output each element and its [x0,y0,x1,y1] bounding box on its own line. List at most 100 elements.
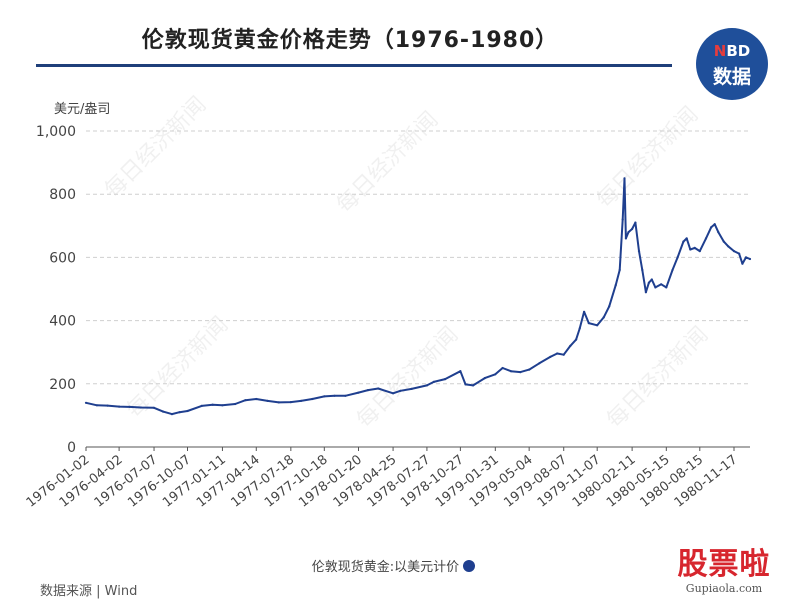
data-point [200,404,203,407]
data-point [637,250,641,253]
data-point [644,291,648,294]
data-point [654,286,657,289]
data-point [634,221,637,224]
data-point [682,240,685,243]
data-point [377,387,380,390]
data-point [631,227,634,231]
data-point [748,257,752,261]
data-point [178,411,181,414]
y-axis-unit-label: 美元/盎司 [54,102,111,117]
data-point [311,397,314,401]
data-point [357,391,360,394]
data-point [333,394,336,397]
data-point [399,389,402,392]
data-point [95,404,98,407]
data-point [665,286,668,289]
data-point [608,305,611,308]
data-point [425,384,428,387]
data-point [583,310,586,313]
data-point [587,322,590,325]
data-point [717,231,720,234]
data-point [392,392,395,395]
title-underline [36,64,672,67]
legend-label: 伦敦现货黄金:以美元计价 [311,560,460,575]
data-point [698,250,701,253]
y-tick-label: 200 [49,377,76,393]
nbd-logo: NBD 数据 [696,28,768,100]
data-point [621,218,624,221]
data-point [627,231,630,234]
data-point [118,405,121,408]
data-point [366,389,370,392]
data-point [689,248,692,251]
data-point [556,352,559,355]
data-point [624,237,628,240]
brand-name: 股票啦 [677,547,771,582]
data-point [685,237,688,240]
data-point [744,256,748,259]
data-point [464,383,467,386]
data-point [641,268,644,272]
data-point [323,395,326,398]
data-point [575,338,578,341]
data-point [255,397,258,401]
data-point [152,406,156,409]
data-point [211,403,214,406]
data-point [602,316,605,319]
y-tick-label: 800 [49,187,76,203]
data-point [444,378,447,381]
data-point [676,256,679,259]
data-point [128,405,131,408]
logo-bottom-text: 数据 [712,66,751,88]
y-tick-label: 1,000 [36,124,76,140]
data-point [623,177,626,180]
data-point [519,371,522,374]
data-point [432,380,435,383]
data-point [277,401,280,404]
data-point [693,246,696,249]
data-point [741,262,744,265]
data-point [596,324,599,327]
data-point [186,409,189,413]
data-point [618,268,621,272]
data-point [509,370,513,373]
data-point [139,406,142,409]
series-line-gold-price [85,177,751,416]
legend: 伦敦现货黄金:以美元计价 [0,556,787,575]
data-point [221,404,224,407]
data-point [722,240,725,243]
data-point [738,252,741,255]
data-point [660,283,663,286]
data-source-note: 数据来源 | Wind [40,584,138,599]
data-point [647,281,651,284]
data-point [234,402,237,406]
legend-marker-dot [463,560,476,572]
data-point [710,226,713,229]
data-point [494,373,497,376]
data-point [732,250,736,253]
data-point [84,401,88,404]
data-point [578,327,581,330]
data-point [704,237,708,240]
data-point [713,223,716,226]
data-point [459,370,462,373]
data-point [472,384,475,387]
site-brand: 股票啦 Gupiaola.com [668,548,780,600]
data-point [614,284,617,287]
y-tick-label: 600 [49,250,76,266]
data-point [299,399,303,402]
data-point [170,413,173,416]
data-point [162,410,165,413]
data-point [671,268,674,272]
y-tick-label: 400 [49,314,76,330]
data-point [266,399,269,402]
data-point [727,245,730,248]
data-point [501,366,504,370]
y-tick-label: 0 [67,440,76,456]
brand-url: Gupiaola.com [685,582,763,595]
data-point [289,401,292,404]
chart-title: 伦敦现货黄金价格走势（1976-1980） [141,28,559,53]
data-point [483,377,486,380]
data-point [569,344,572,347]
